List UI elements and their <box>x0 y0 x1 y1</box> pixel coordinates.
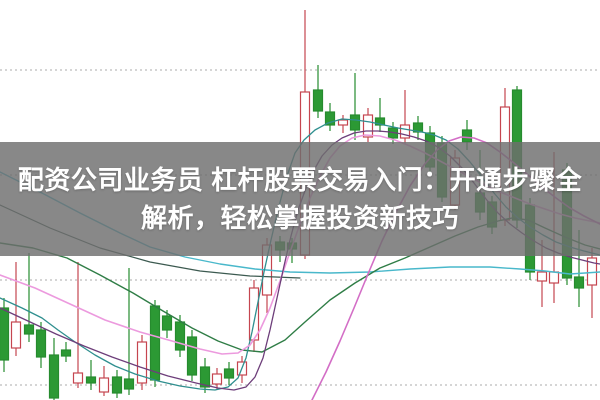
candle <box>586 248 598 318</box>
candle <box>199 358 211 393</box>
title-banner: 配资公司业务员 杠杆股票交易入门：开通步骤全 解析，轻松掌握投资新技巧 <box>0 142 600 256</box>
candle <box>174 315 186 357</box>
title-line-2: 解析，轻松掌握投资新技巧 <box>140 203 459 233</box>
candle <box>412 116 424 140</box>
candle <box>149 300 161 387</box>
candle <box>123 268 135 395</box>
candle <box>136 335 148 390</box>
candle <box>23 253 35 342</box>
candle <box>60 342 72 362</box>
candle <box>161 310 173 338</box>
candle <box>211 368 223 390</box>
candle <box>248 280 260 352</box>
candle <box>72 262 84 388</box>
candle <box>111 370 123 398</box>
candle <box>48 338 60 400</box>
candle <box>98 366 110 396</box>
candle <box>337 115 349 133</box>
candle <box>349 73 361 140</box>
candle <box>312 65 324 118</box>
candle <box>186 330 198 381</box>
candle <box>10 262 22 356</box>
candle <box>324 103 336 131</box>
candle <box>223 362 235 385</box>
candle <box>35 322 47 368</box>
candle <box>362 108 374 142</box>
title-line-1: 配资公司业务员 杠杆股票交易入门：开通步骤全 <box>17 165 583 195</box>
candle <box>374 98 386 132</box>
candle <box>85 360 97 390</box>
